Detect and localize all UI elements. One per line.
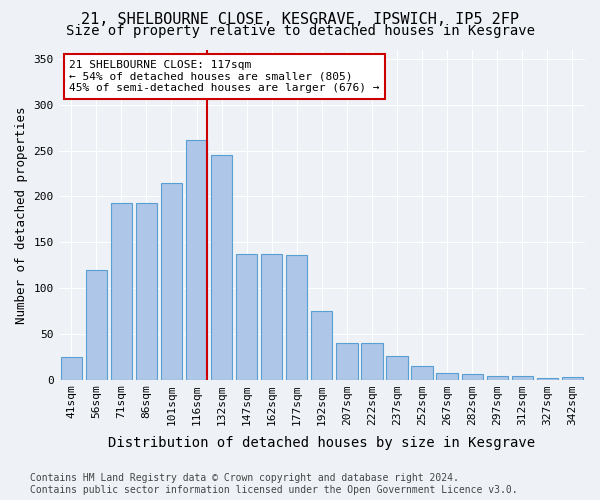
Bar bbox=[386, 356, 407, 380]
Bar bbox=[261, 254, 283, 380]
Bar bbox=[361, 343, 383, 380]
Bar bbox=[61, 356, 82, 380]
Bar bbox=[186, 140, 207, 380]
Bar bbox=[86, 270, 107, 380]
Bar bbox=[311, 311, 332, 380]
Text: 21, SHELBOURNE CLOSE, KESGRAVE, IPSWICH, IP5 2FP: 21, SHELBOURNE CLOSE, KESGRAVE, IPSWICH,… bbox=[81, 12, 519, 28]
Bar bbox=[537, 378, 558, 380]
Bar bbox=[336, 343, 358, 380]
Bar bbox=[487, 376, 508, 380]
Text: 21 SHELBOURNE CLOSE: 117sqm
← 54% of detached houses are smaller (805)
45% of se: 21 SHELBOURNE CLOSE: 117sqm ← 54% of det… bbox=[69, 60, 380, 93]
Bar bbox=[461, 374, 483, 380]
Bar bbox=[562, 377, 583, 380]
Y-axis label: Number of detached properties: Number of detached properties bbox=[15, 106, 28, 324]
Bar bbox=[110, 203, 132, 380]
Text: Contains HM Land Registry data © Crown copyright and database right 2024.
Contai: Contains HM Land Registry data © Crown c… bbox=[30, 474, 518, 495]
Bar bbox=[286, 255, 307, 380]
Text: Size of property relative to detached houses in Kesgrave: Size of property relative to detached ho… bbox=[65, 24, 535, 38]
Bar bbox=[512, 376, 533, 380]
Bar bbox=[412, 366, 433, 380]
X-axis label: Distribution of detached houses by size in Kesgrave: Distribution of detached houses by size … bbox=[108, 436, 535, 450]
Bar bbox=[436, 373, 458, 380]
Bar bbox=[236, 254, 257, 380]
Bar bbox=[161, 182, 182, 380]
Bar bbox=[136, 203, 157, 380]
Bar bbox=[211, 156, 232, 380]
